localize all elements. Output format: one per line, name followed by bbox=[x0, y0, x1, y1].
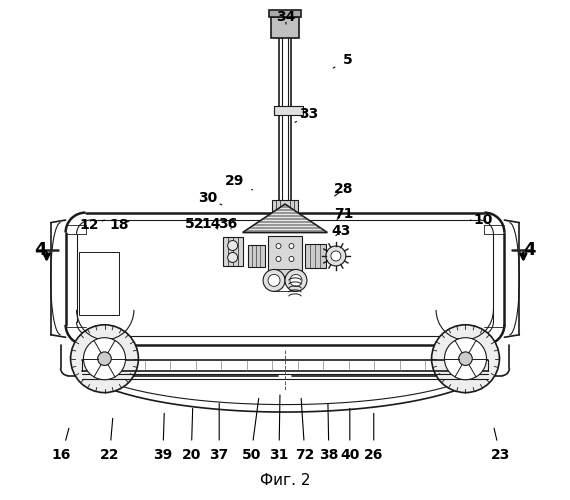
Text: 23: 23 bbox=[491, 428, 510, 462]
Text: 50: 50 bbox=[242, 398, 261, 462]
Text: 18: 18 bbox=[109, 218, 129, 232]
Circle shape bbox=[289, 256, 294, 262]
Bar bbox=[271, 17, 299, 38]
Text: 36: 36 bbox=[218, 217, 237, 231]
Circle shape bbox=[97, 352, 111, 366]
Text: 71: 71 bbox=[334, 207, 353, 221]
Circle shape bbox=[431, 325, 499, 392]
Text: 12: 12 bbox=[80, 218, 104, 232]
Text: 34: 34 bbox=[276, 10, 296, 24]
Polygon shape bbox=[243, 204, 327, 233]
Circle shape bbox=[326, 246, 346, 266]
Circle shape bbox=[276, 244, 281, 248]
Circle shape bbox=[285, 270, 307, 291]
Text: Фиг. 2: Фиг. 2 bbox=[260, 473, 310, 488]
Text: 43: 43 bbox=[331, 224, 351, 238]
Circle shape bbox=[83, 338, 125, 380]
Bar bbox=[305, 244, 326, 268]
Circle shape bbox=[227, 252, 238, 262]
Text: 33: 33 bbox=[295, 108, 319, 122]
Text: 38: 38 bbox=[319, 404, 339, 462]
Bar bbox=[223, 237, 243, 266]
Text: 16: 16 bbox=[52, 428, 71, 462]
Text: 37: 37 bbox=[210, 404, 229, 462]
Circle shape bbox=[268, 274, 280, 286]
Text: 4: 4 bbox=[523, 241, 536, 259]
Text: 72: 72 bbox=[295, 398, 315, 462]
Bar bbox=[79, 252, 119, 315]
Text: 39: 39 bbox=[153, 414, 173, 463]
Bar bbox=[274, 106, 303, 116]
Text: 14: 14 bbox=[201, 217, 221, 231]
Text: 30: 30 bbox=[198, 190, 222, 205]
Circle shape bbox=[276, 256, 281, 262]
Text: 28: 28 bbox=[334, 182, 353, 196]
Text: 4: 4 bbox=[34, 241, 47, 259]
Text: 26: 26 bbox=[364, 414, 384, 463]
Circle shape bbox=[445, 338, 487, 380]
Circle shape bbox=[71, 325, 139, 392]
Bar bbox=[247, 245, 265, 267]
Bar bbox=[269, 10, 301, 17]
Text: 31: 31 bbox=[270, 395, 288, 462]
Circle shape bbox=[459, 352, 473, 366]
Text: 22: 22 bbox=[100, 418, 119, 463]
Text: 5: 5 bbox=[333, 52, 352, 68]
Text: 52: 52 bbox=[185, 217, 204, 231]
Circle shape bbox=[227, 240, 238, 250]
Text: 40: 40 bbox=[340, 408, 360, 463]
Circle shape bbox=[290, 274, 302, 286]
Circle shape bbox=[263, 270, 285, 291]
Circle shape bbox=[289, 244, 294, 248]
Text: 20: 20 bbox=[182, 408, 201, 463]
Bar bbox=[267, 236, 303, 277]
Bar bbox=[272, 200, 298, 214]
Circle shape bbox=[331, 251, 341, 261]
Text: 10: 10 bbox=[470, 213, 493, 227]
Text: 29: 29 bbox=[225, 174, 253, 190]
